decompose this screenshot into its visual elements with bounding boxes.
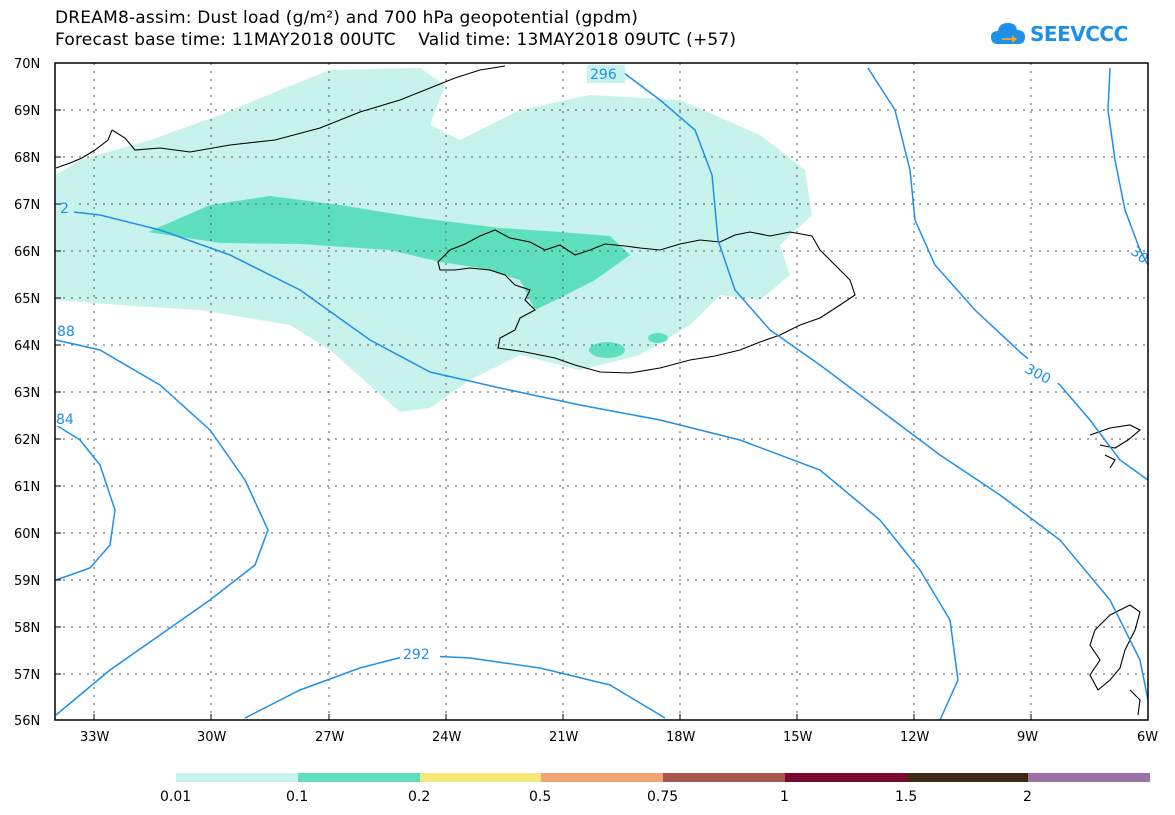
lat-axis: 56N 57N 58N 59N 60N 61N 62N 63N 64N 65N …	[14, 57, 61, 729]
legend-swatch-4	[663, 773, 785, 782]
legend-swatch-2	[420, 773, 541, 782]
legend-swatch-7	[1028, 773, 1150, 782]
map-title: DREAM8-assim: Dust load (g/m²) and 700 h…	[55, 8, 639, 28]
legend-label: 2	[1023, 789, 1032, 805]
color-legend: 0.01 0.1 0.2 0.5 0.75 1 1.5 2	[160, 773, 1150, 805]
geopotential-contours	[55, 67, 1149, 721]
seevccc-logo: SEEVCCC	[990, 20, 1128, 48]
contour-label-296: 296	[590, 67, 617, 83]
lon-label: 6W	[1137, 730, 1158, 745]
legend-label: 0.75	[647, 789, 678, 805]
lon-label: 33W	[80, 730, 110, 745]
legend-label: 0.5	[529, 789, 551, 805]
lon-label: 21W	[549, 730, 579, 745]
legend-swatch-6	[907, 773, 1028, 782]
lat-label: 60N	[14, 527, 40, 542]
lat-label: 67N	[14, 198, 40, 213]
legend-label: 1	[780, 789, 789, 805]
legend-label: 0.1	[286, 789, 308, 805]
lon-label: 30W	[197, 730, 227, 745]
lon-label: 18W	[666, 730, 696, 745]
contour-label-292-left: 2	[60, 201, 69, 217]
lat-label: 57N	[14, 668, 40, 683]
lon-label: 12W	[900, 730, 930, 745]
logo-text: SEEVCCC	[1030, 22, 1128, 46]
legend-label: 0.01	[160, 789, 191, 805]
lat-label: 70N	[14, 57, 40, 72]
lat-label: 65N	[14, 292, 40, 307]
lat-label: 66N	[14, 245, 40, 260]
contour-labels: 296 300 292 88 84 2 30	[56, 65, 1151, 663]
lat-label: 58N	[14, 621, 40, 636]
contour-label-288: 88	[57, 324, 75, 340]
dust-field-mid	[148, 196, 668, 358]
coastlines	[55, 65, 1141, 716]
lat-label: 64N	[14, 339, 40, 354]
lat-label: 56N	[14, 714, 40, 729]
legend-label: 0.2	[408, 789, 430, 805]
lat-label: 61N	[14, 480, 40, 495]
lon-label: 27W	[315, 730, 345, 745]
legend-swatch-1	[298, 773, 420, 782]
legend-label: 1.5	[895, 789, 917, 805]
map-subtitle: Forecast base time: 11MAY2018 00UTC Vali…	[55, 30, 737, 50]
lat-label: 59N	[14, 574, 40, 589]
cloud-icon	[991, 23, 1025, 44]
legend-swatch-5	[785, 773, 907, 782]
lat-label: 69N	[14, 104, 40, 119]
contour-label-292: 292	[403, 647, 430, 663]
contour-label-284: 84	[56, 412, 74, 428]
lon-axis: 33W 30W 27W 24W 21W 18W 15W 12W 9W 6W	[80, 714, 1158, 745]
legend-swatch-3	[541, 773, 663, 782]
lon-label: 9W	[1017, 730, 1038, 745]
lat-label: 63N	[14, 386, 40, 401]
lat-label: 68N	[14, 151, 40, 166]
lat-label: 62N	[14, 433, 40, 448]
lon-label: 15W	[783, 730, 813, 745]
lon-label: 24W	[432, 730, 462, 745]
legend-swatch-0	[176, 773, 298, 782]
map-grid	[55, 63, 1148, 720]
